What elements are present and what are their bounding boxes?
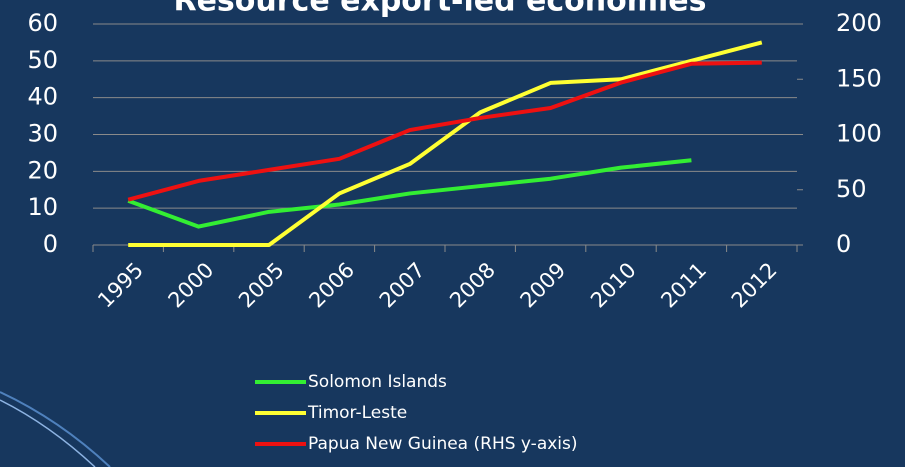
y-tick-label: 0 <box>43 230 58 258</box>
decoration <box>0 399 96 467</box>
series-line <box>128 40 763 247</box>
y2-tick-label: 100 <box>836 120 882 148</box>
y-tick-label: 40 <box>27 83 58 111</box>
y-tick-label: 20 <box>27 156 58 184</box>
y-tick-label: 30 <box>27 120 58 148</box>
y2-tick-label: 150 <box>836 64 882 92</box>
y2-tick-label: 200 <box>836 9 882 37</box>
decoration <box>0 391 111 467</box>
legend-label: Timor-Leste <box>307 403 407 423</box>
y-tick-label: 50 <box>27 46 58 74</box>
series-line <box>127 60 762 202</box>
y-tick-label: 60 <box>27 9 58 37</box>
y2-tick-label: 50 <box>836 175 867 203</box>
chart-title: Resource export-led economies <box>173 0 706 19</box>
legend-label: Papua New Guinea (RHS y-axis) <box>308 434 578 454</box>
legend-label: Solomon Islands <box>308 372 447 392</box>
series-line <box>127 158 692 229</box>
y-tick-label: 10 <box>27 193 58 221</box>
y2-tick-label: 0 <box>836 230 851 258</box>
